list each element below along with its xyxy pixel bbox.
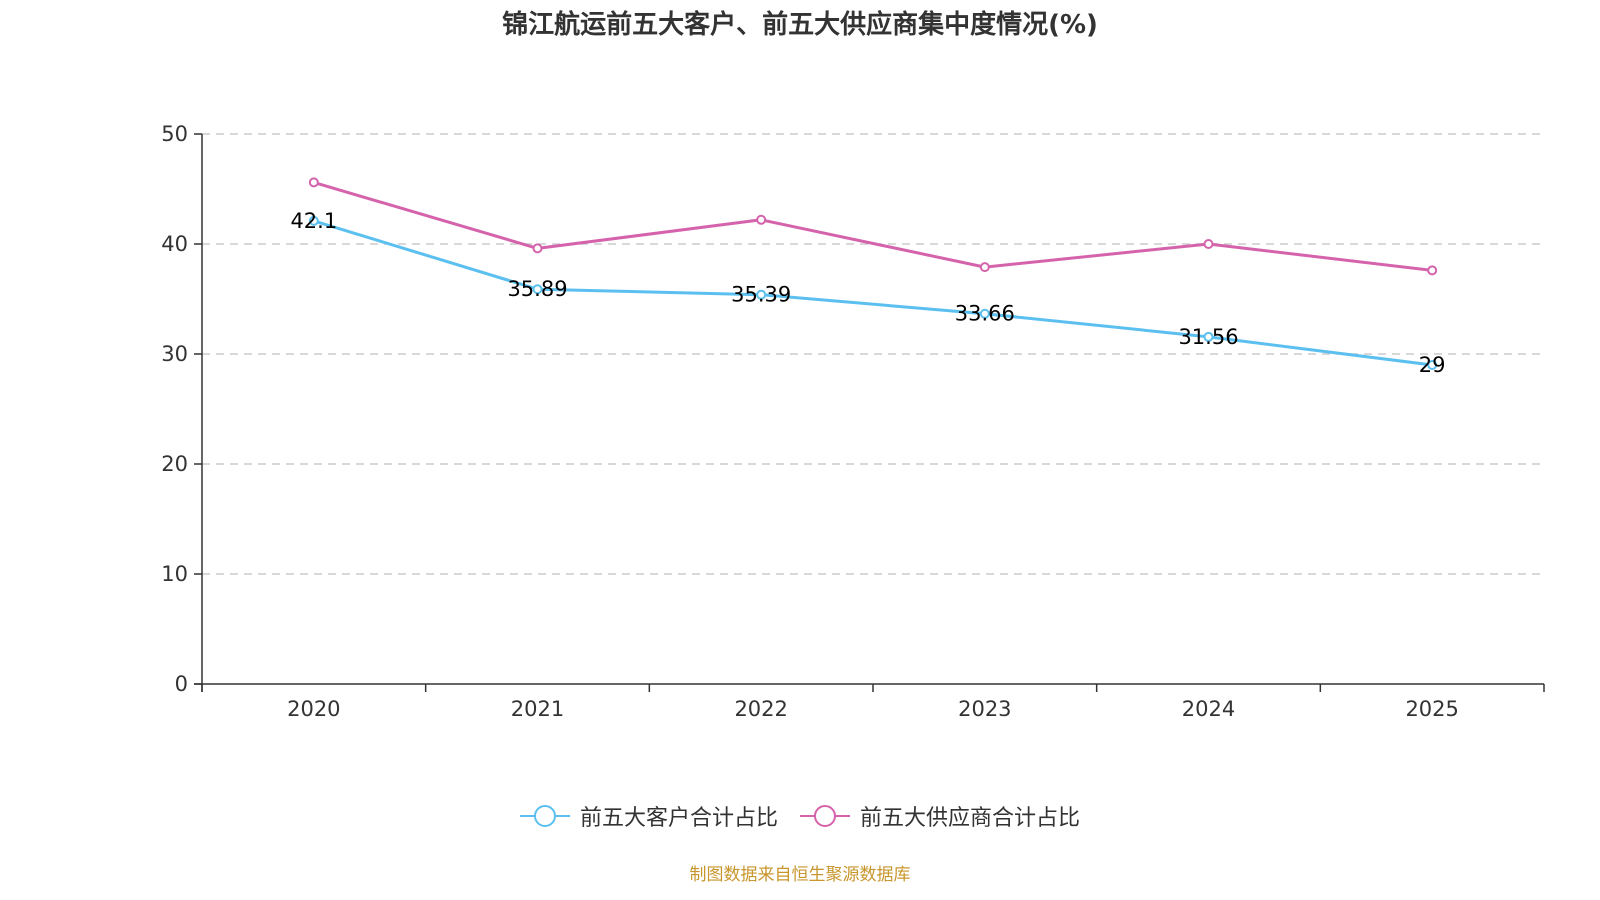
x-tick-label: 2023 bbox=[958, 697, 1011, 721]
data-point bbox=[756, 214, 767, 225]
axes: 0 10 20 30 40 50 2020 2021 2022 2023 2024 2025 bbox=[161, 122, 1545, 721]
legend-label-customers: 前五大客户合计占比 bbox=[579, 806, 778, 831]
y-tick-label: 20 bbox=[161, 452, 188, 476]
data-point bbox=[308, 215, 319, 226]
data-labels: 42.1 35.89 35.39 33.66 31.56 29 bbox=[290, 209, 1445, 377]
y-tick-label: 30 bbox=[161, 342, 188, 366]
chart-title: 锦江航运前五大客户、前五大供应商集中度情况(%) bbox=[502, 10, 1098, 40]
x-tick-label: 2024 bbox=[1182, 697, 1235, 721]
data-point bbox=[1427, 360, 1438, 370]
data-point bbox=[532, 243, 543, 254]
data-point bbox=[979, 262, 990, 273]
y-tick-label: 50 bbox=[161, 122, 188, 146]
x-tick-label: 2021 bbox=[511, 697, 564, 721]
legend-label-suppliers: 前五大供应商合计占比 bbox=[860, 806, 1081, 831]
x-tick-label: 2020 bbox=[287, 697, 340, 721]
legend-marker-customers-icon bbox=[519, 805, 570, 827]
data-point bbox=[308, 177, 319, 188]
series-group bbox=[308, 177, 1438, 370]
data-label: 35.39 bbox=[731, 283, 791, 307]
data-point bbox=[979, 308, 990, 319]
legend-item-suppliers[interactable]: 前五大供应商合计占比 bbox=[800, 800, 1080, 832]
data-point bbox=[1203, 331, 1214, 342]
legend-marker-suppliers-icon bbox=[800, 805, 850, 827]
legend-item-customers[interactable]: 前五大客户合计占比 bbox=[519, 800, 778, 832]
data-point bbox=[1203, 239, 1214, 249]
data-point bbox=[756, 289, 767, 300]
y-tick-label: 0 bbox=[175, 672, 188, 696]
data-label: 29 bbox=[1419, 353, 1446, 377]
data-source-note: 制图数据来自恒生聚源数据库 bbox=[689, 865, 911, 885]
data-label: 31.56 bbox=[1178, 325, 1238, 349]
data-label: 35.89 bbox=[507, 277, 567, 301]
data-label: 33.66 bbox=[955, 302, 1015, 326]
legend: 前五大客户合计占比 前五大供应商合计占比 bbox=[0, 800, 1600, 832]
data-point bbox=[532, 284, 543, 295]
y-tick-label: 40 bbox=[161, 232, 188, 256]
series-line-1 bbox=[313, 180, 1433, 272]
data-point bbox=[1427, 265, 1438, 276]
series-line-0 bbox=[313, 219, 1433, 367]
x-tick-label: 2022 bbox=[734, 697, 787, 721]
data-label: 42.1 bbox=[290, 209, 337, 233]
x-tick-label: 2025 bbox=[1405, 697, 1458, 721]
y-tick-label: 10 bbox=[161, 562, 188, 586]
